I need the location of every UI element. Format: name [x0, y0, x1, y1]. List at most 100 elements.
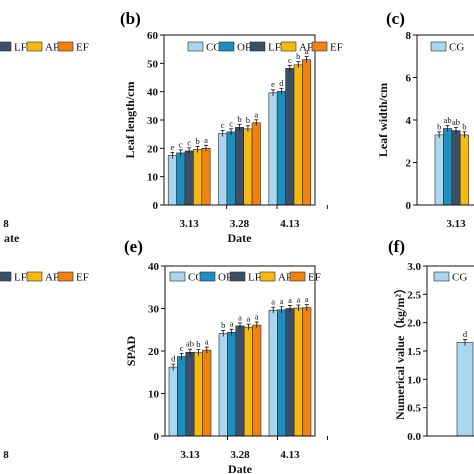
significance-letter: b: [221, 320, 225, 330]
bar-of: [176, 152, 186, 206]
y-tick-label: 30: [148, 304, 160, 316]
significance-letter: b: [296, 51, 300, 61]
panel-label: (b): [120, 9, 141, 28]
bar-cg: [167, 155, 177, 206]
legend-label-cg: CG: [452, 272, 467, 284]
bar-cg: [434, 134, 444, 206]
legend-label-of: OF: [237, 42, 251, 54]
bar-ef: [201, 148, 211, 206]
legend-swatch-cg: [430, 41, 447, 52]
x-tick-label: 3.13: [180, 449, 200, 461]
significance-letter: c: [288, 55, 292, 65]
bar-ef: [302, 59, 312, 206]
legend-swatch-af: [26, 271, 43, 282]
legend-swatch-cg: [169, 271, 186, 282]
panel-label: (f): [388, 237, 405, 256]
bar-of: [276, 91, 286, 206]
y-tick-label: 2.0: [407, 318, 421, 330]
bar-af: [193, 352, 203, 437]
y-tick-label: 0.0: [407, 431, 421, 443]
y-tick-label: 60: [147, 30, 159, 42]
significance-letter: ab: [452, 117, 460, 127]
legend-label-of: OF: [218, 272, 232, 284]
significance-letter: a: [204, 135, 208, 145]
legend-swatch-ef: [57, 41, 74, 52]
y-tick-label: 2: [406, 158, 412, 170]
significance-letter: d: [279, 78, 284, 88]
y-tick-label: 10: [147, 172, 159, 184]
legend-label-af: AF: [278, 272, 292, 284]
y-tick-label: 0.5: [407, 403, 421, 415]
legend-swatch-lf: [249, 41, 266, 52]
x-tick-label: 3.13: [446, 218, 466, 230]
significance-letter: a: [305, 294, 309, 304]
significance-letter: ab: [444, 115, 452, 125]
significance-letter: c: [229, 118, 233, 128]
y-axis-title: Leaf length/cm: [123, 82, 137, 159]
bar-af: [293, 64, 303, 206]
y-tick-label: 20: [148, 346, 160, 358]
y-tick-label: 2.5: [407, 289, 421, 301]
legend-label-ef: EF: [76, 272, 89, 284]
y-tick-label: 6: [406, 73, 412, 85]
legend-swatch-ef: [289, 271, 306, 282]
x-tick-label: 8: [3, 218, 9, 230]
y-tick-label: 40: [148, 261, 160, 273]
panel-a: edcab84.13ateLFAFEF: [0, 41, 89, 245]
bar-lf: [451, 130, 461, 206]
y-tick-label: 8: [406, 30, 412, 42]
bar-af: [243, 326, 253, 437]
legend-label-ef: EF: [76, 42, 89, 54]
legend-swatch-ef: [57, 271, 74, 282]
significance-letter: a: [297, 295, 301, 305]
legend-label-lf: LF: [268, 42, 281, 54]
bar-cg: [456, 342, 474, 437]
panel-label: (e): [124, 237, 143, 256]
significance-letter: b: [437, 121, 441, 131]
bar-ef: [252, 324, 262, 437]
legend-label-cg: CG: [449, 42, 464, 54]
bar-of: [177, 356, 187, 437]
bar-lf: [235, 325, 245, 437]
legend-swatch-ef: [311, 41, 328, 52]
significance-letter: a: [288, 295, 292, 305]
bar-cg: [268, 309, 278, 437]
significance-letter: c: [187, 137, 191, 147]
significance-letter: a: [254, 109, 258, 119]
legend-swatch-af: [26, 41, 43, 52]
significance-letter: a: [255, 312, 259, 322]
significance-letter: a: [238, 312, 242, 322]
x-axis-title: Date: [228, 231, 253, 245]
y-axis-title: Leaf width/cm: [376, 83, 390, 157]
bar-of: [443, 128, 453, 206]
significance-letter: c: [221, 120, 225, 130]
legend-label-af: AF: [299, 42, 313, 54]
bar-of: [277, 309, 287, 437]
legend-swatch-cg: [187, 41, 204, 52]
y-axis-title: SPAD: [124, 335, 138, 366]
legend-label-lf: LF: [248, 272, 261, 284]
bar-cg: [218, 133, 228, 206]
y-tick-label: 30: [147, 115, 159, 127]
bar-ef: [202, 349, 212, 437]
bar-af: [293, 307, 303, 437]
y-tick-label: 1.5: [407, 346, 421, 358]
y-tick-label: 1.0: [407, 374, 421, 386]
bar-ef: [251, 122, 261, 206]
x-axis-title: ate: [4, 231, 20, 245]
bar-lf: [185, 351, 195, 437]
significance-letter: a: [305, 46, 309, 56]
x-tick-label: 3.28: [230, 218, 250, 230]
x-tick-label: 3.28: [230, 449, 250, 461]
significance-letter: d: [463, 329, 468, 339]
bar-lf: [184, 150, 194, 206]
panel-d: ccbbcaa84.13LFAFEF: [0, 271, 89, 461]
legend-swatch-of: [218, 41, 235, 52]
significance-letter: d: [171, 354, 176, 364]
bar-lf: [235, 127, 245, 206]
bar-cg: [168, 366, 178, 437]
